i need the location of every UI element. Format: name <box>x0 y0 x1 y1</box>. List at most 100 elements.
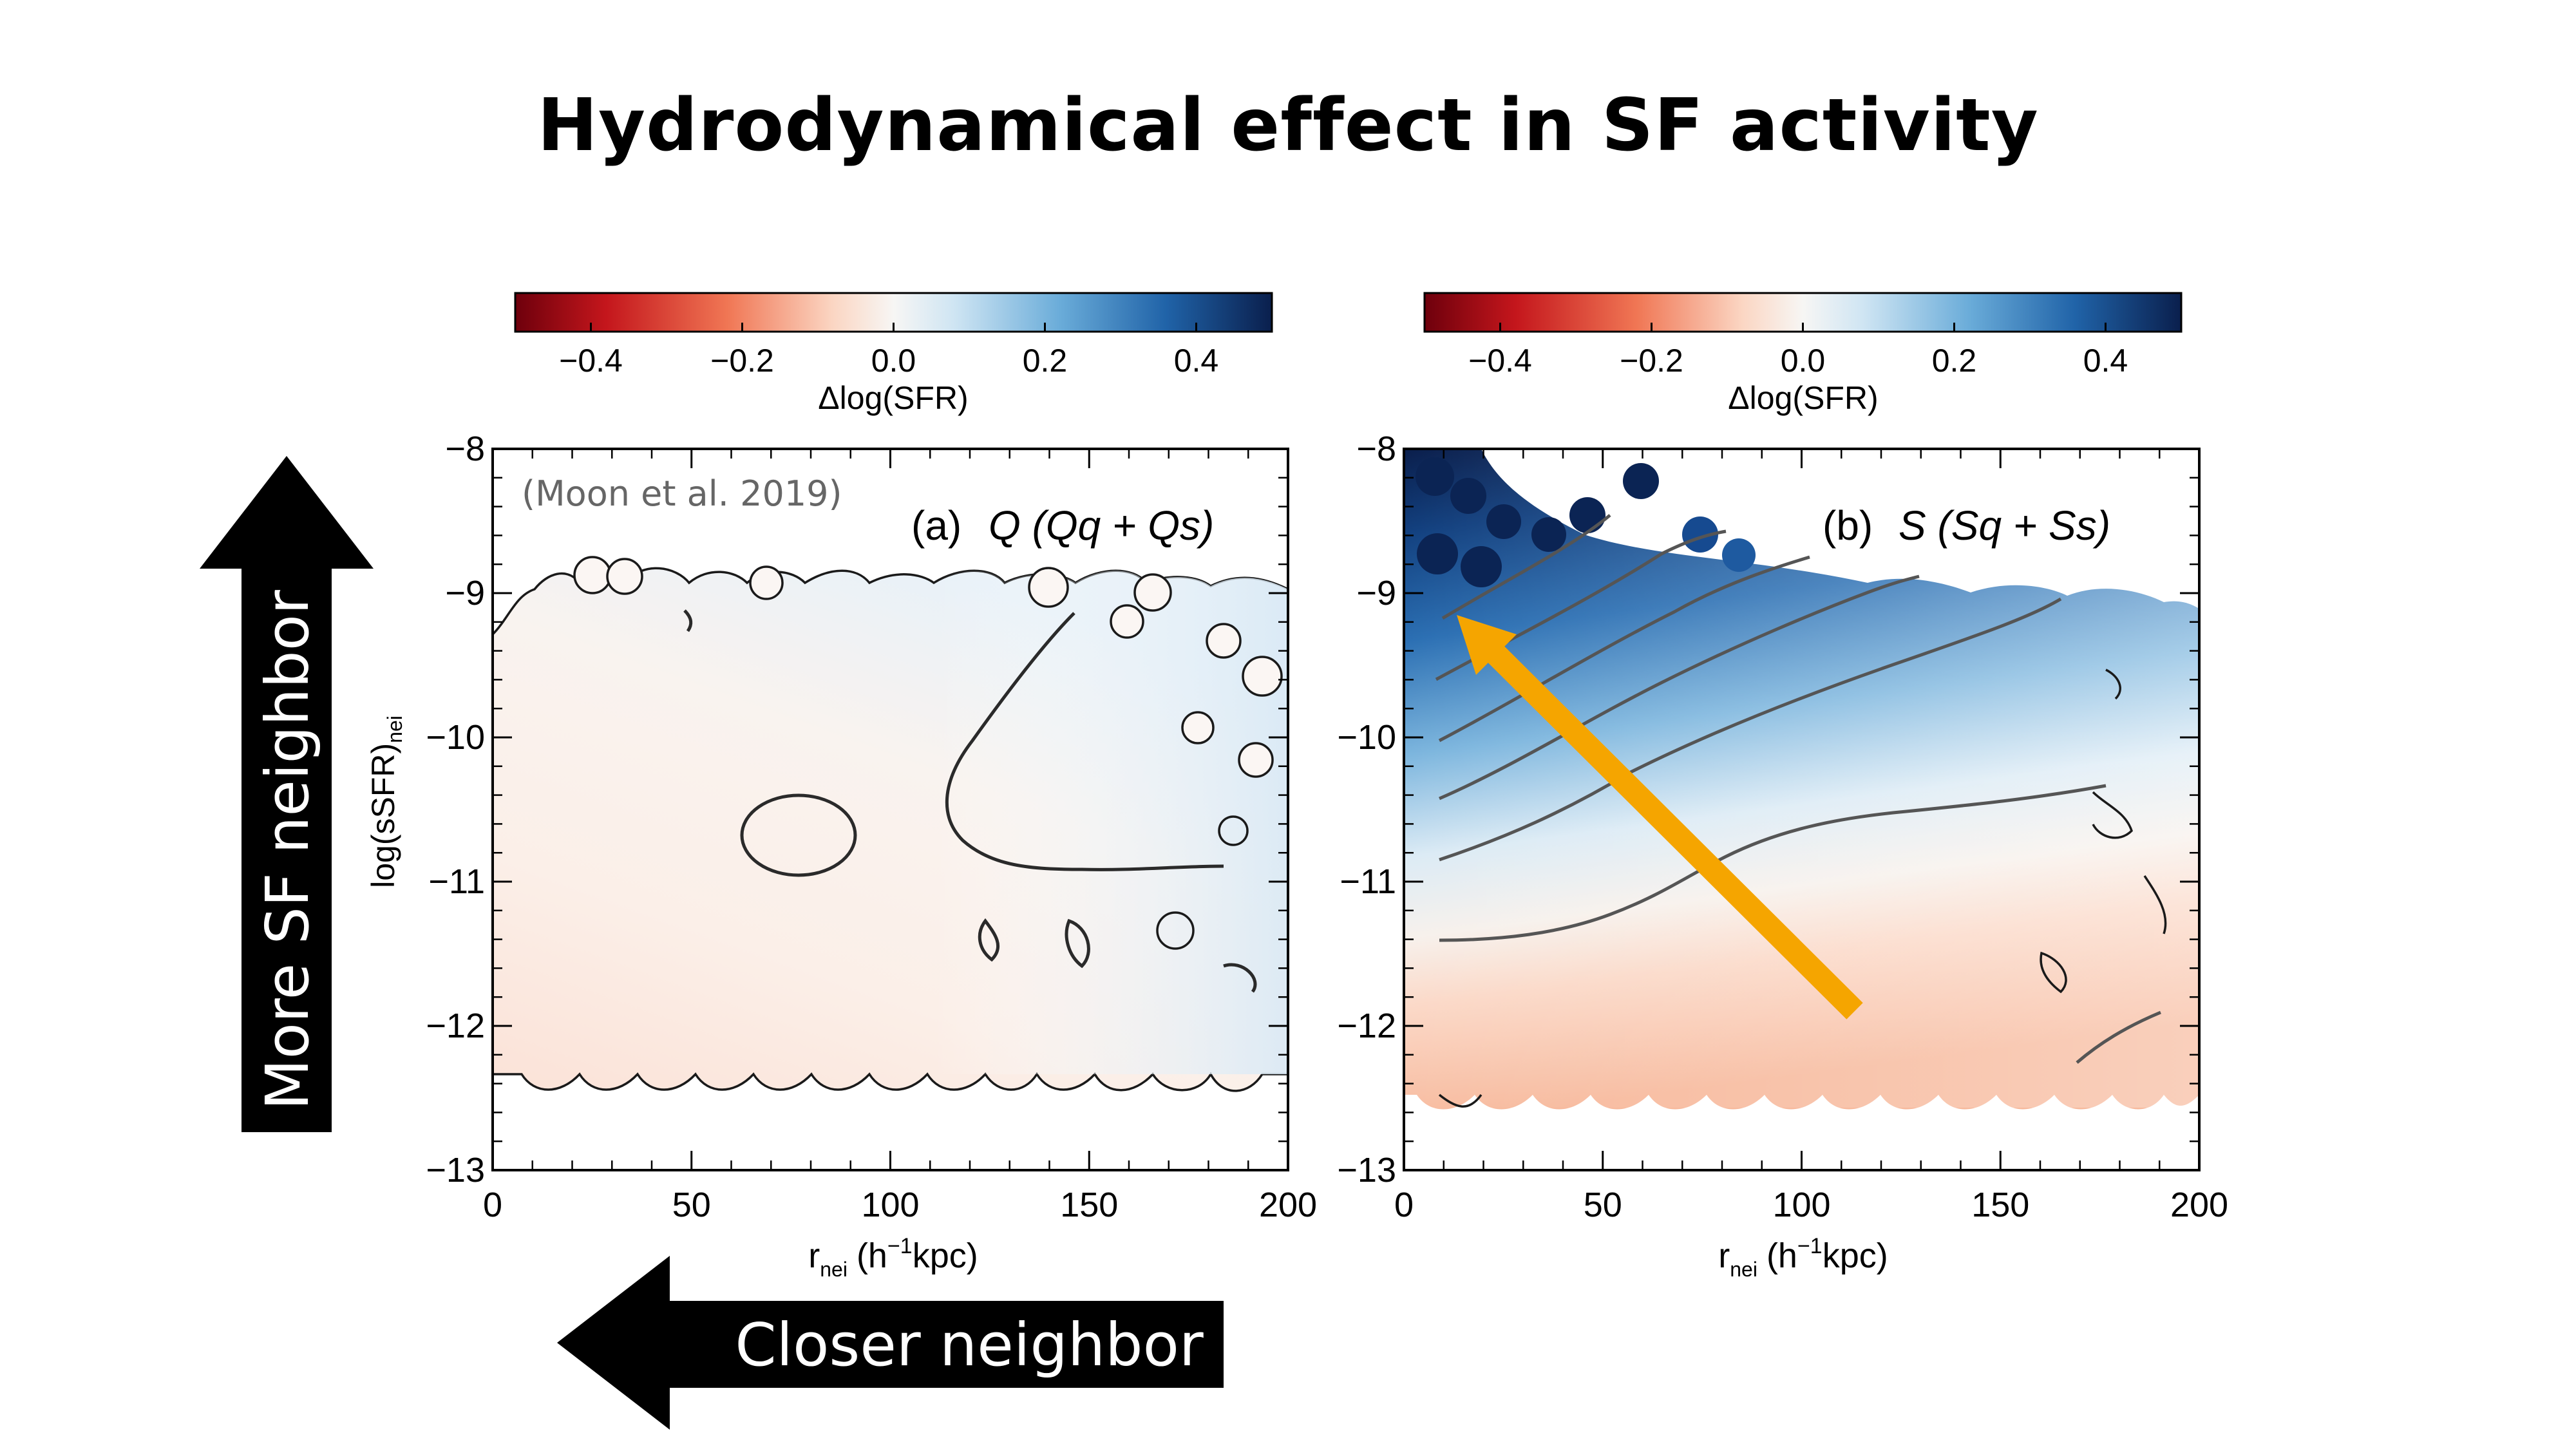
panel-a-x-tick-label: 100 <box>861 1186 919 1224</box>
panel-b-contour-line <box>1439 574 1920 800</box>
panel-a-blob <box>1218 815 1249 846</box>
panel-a-y-tick-label: −9 <box>445 574 485 612</box>
panel-a-ylabel: log(sSFR)nei <box>365 715 406 888</box>
panel-b-blob <box>1682 516 1718 553</box>
panel-b-blob <box>1531 517 1566 552</box>
panel-a-colorbar-tick-label: 0.4 <box>1174 343 1219 379</box>
panel-b-blob <box>1417 533 1458 574</box>
panel-a-blob <box>1110 604 1144 639</box>
panel-b-y-tick-label: −12 <box>1337 1007 1396 1045</box>
panel-b-x-tick-label: 100 <box>1772 1186 1830 1224</box>
panel-b: −0.4 −0.2 0.0 0.2 0.4 Δlog(SFR) <box>1337 292 2228 1281</box>
panel-b-edge <box>2092 791 2134 839</box>
panel-a-colorbar-tick-label: −0.4 <box>559 343 623 379</box>
panel-a-y-tick-label: −10 <box>426 718 485 757</box>
panel-b-blob <box>1486 504 1521 539</box>
panel-b-x-tick-label: 150 <box>1971 1186 2029 1224</box>
trend-arrow-head <box>1457 615 1517 675</box>
panel-b-y-tick-label: −10 <box>1337 718 1396 757</box>
panel-b-y-tick-label: −13 <box>1337 1151 1396 1189</box>
panel-b-xlabel-tail: kpc) <box>1823 1236 1888 1275</box>
panel-a-x-tick-label: 150 <box>1060 1186 1118 1224</box>
panel-a-axis-ticks: 0 50 100 150 200 −8 −9 −10 −11 −12 −13 <box>426 430 1317 1224</box>
panel-b-xlabel-sub: nei <box>1730 1258 1757 1281</box>
panel-a-xlabel-unit: (h <box>857 1236 887 1275</box>
panel-a-y-tick-label: −8 <box>445 430 485 468</box>
panel-b-contour-line <box>1439 784 2107 942</box>
trend-arrow <box>1457 615 1863 1019</box>
left-arrow-shape <box>557 1256 1224 1430</box>
panel-a-contour-small <box>1223 963 1257 993</box>
more-sf-neighbor-arrow: More SF neighbor <box>200 456 374 1132</box>
panel-b-edge-contours <box>1438 668 2167 1108</box>
panel-a-data-region-tint <box>493 568 1288 1074</box>
panel-a-ylabel-sub: nei <box>383 715 406 743</box>
panel-b-blob <box>1461 546 1502 587</box>
panel-b-xlabel-main: r <box>1718 1236 1730 1275</box>
panel-b-colorbar-ticks: −0.4 −0.2 0.0 0.2 0.4 <box>1468 323 2128 379</box>
panel-b-blob <box>1722 538 1756 572</box>
panel-a-xlabel-main: r <box>808 1236 820 1275</box>
panel-a-title: Q (Qq + Qs) <box>989 502 1214 549</box>
panel-b-blob <box>1623 463 1659 499</box>
panel-a-contour-line <box>945 612 1224 871</box>
panel-a: −0.4 −0.2 0.0 0.2 0.4 Δlog(SFR) <box>365 292 1317 1281</box>
panel-a-contour-small <box>978 918 1000 962</box>
panel-a-colorbar-tick-label: 0.2 <box>1023 343 1068 379</box>
panel-b-edge <box>2040 951 2067 994</box>
panel-a-blob <box>749 565 784 600</box>
panel-a-y-tick-label: −12 <box>426 1007 485 1045</box>
up-arrow-shape <box>200 456 374 1132</box>
panel-b-label: (b) <box>1823 502 1873 549</box>
panel-b-data-region-tint <box>1404 449 2199 1108</box>
panel-b-title: S (Sq + Ss) <box>1899 502 2110 549</box>
panel-b-axis-ticks: 0 50 100 150 200 −8 −9 −10 −11 −12 −13 <box>1337 430 2228 1224</box>
panel-a-y-tick-label: −13 <box>426 1151 485 1189</box>
panel-b-edge <box>2143 875 2167 934</box>
closer-neighbor-arrow: Closer neighbor <box>557 1256 1224 1430</box>
panel-a-xlabel-sub: nei <box>820 1258 848 1281</box>
panel-a-blob <box>1238 742 1274 778</box>
panel-a-blob <box>1206 623 1242 659</box>
panel-b-heatmap <box>1404 449 2199 1110</box>
panel-a-blob <box>1028 567 1069 608</box>
panel-a-blob <box>1242 656 1283 697</box>
panel-b-colorbar-tick-label: 0.0 <box>1781 343 1826 379</box>
panel-a-heatmap <box>493 556 1288 1092</box>
panel-b-colorbar-tick-label: −0.4 <box>1468 343 1532 379</box>
panel-b-blob <box>1416 457 1454 496</box>
panel-b-blob <box>1450 478 1486 514</box>
panel-b-x-tick-label: 50 <box>1584 1186 1622 1224</box>
panel-b-y-tick-label: −8 <box>1356 430 1396 468</box>
panel-a-contour-loop <box>740 793 857 877</box>
panel-b-contours <box>1435 514 2161 1064</box>
panel-b-edge <box>1438 1094 1482 1108</box>
panel-a-blob <box>1133 573 1172 612</box>
panel-a-colorbar-label: Δlog(SFR) <box>818 380 968 416</box>
panel-b-colorbar-tick-label: −0.2 <box>1620 343 1683 379</box>
panel-b-y-tick-label: −11 <box>1340 862 1396 901</box>
panel-a-blob <box>573 556 612 594</box>
panel-a-x-tick-label: 200 <box>1259 1186 1317 1224</box>
panel-b-xlabel-unit: (h <box>1766 1236 1797 1275</box>
slide-title: Hydrodynamical effect in SF activity <box>537 84 2039 167</box>
panel-a-xlabel: rnei (h−1kpc) <box>808 1234 978 1281</box>
panel-a-contour-small <box>683 609 693 632</box>
panel-a-citation: (Moon et al. 2019) <box>522 473 842 514</box>
panel-a-blob <box>1181 711 1215 744</box>
panel-a-contour-small <box>1065 918 1090 969</box>
panel-a-colorbar-tick-label: −0.2 <box>710 343 774 379</box>
panel-a-edge-blobs <box>573 556 1283 950</box>
panel-a-xlabel-sup: −1 <box>887 1234 913 1258</box>
panel-a-y-tick-label: −11 <box>428 862 485 901</box>
panel-a-contours <box>683 609 1257 993</box>
panel-b-contour-line <box>1441 514 1611 620</box>
panel-a-colorbar-tick-label: 0.0 <box>871 343 916 379</box>
panel-b-colorbar-tick-label: 0.4 <box>2083 343 2128 379</box>
panel-b-contour-line <box>1438 555 1810 743</box>
panel-a-ylabel-main: log(sSFR) <box>365 743 401 888</box>
panel-a-colorbar-ticks: −0.4 −0.2 0.0 0.2 0.4 <box>559 323 1218 379</box>
panel-b-colorbar-tick-label: 0.2 <box>1932 343 1977 379</box>
panel-b-x-tick-label: 200 <box>2170 1186 2228 1224</box>
